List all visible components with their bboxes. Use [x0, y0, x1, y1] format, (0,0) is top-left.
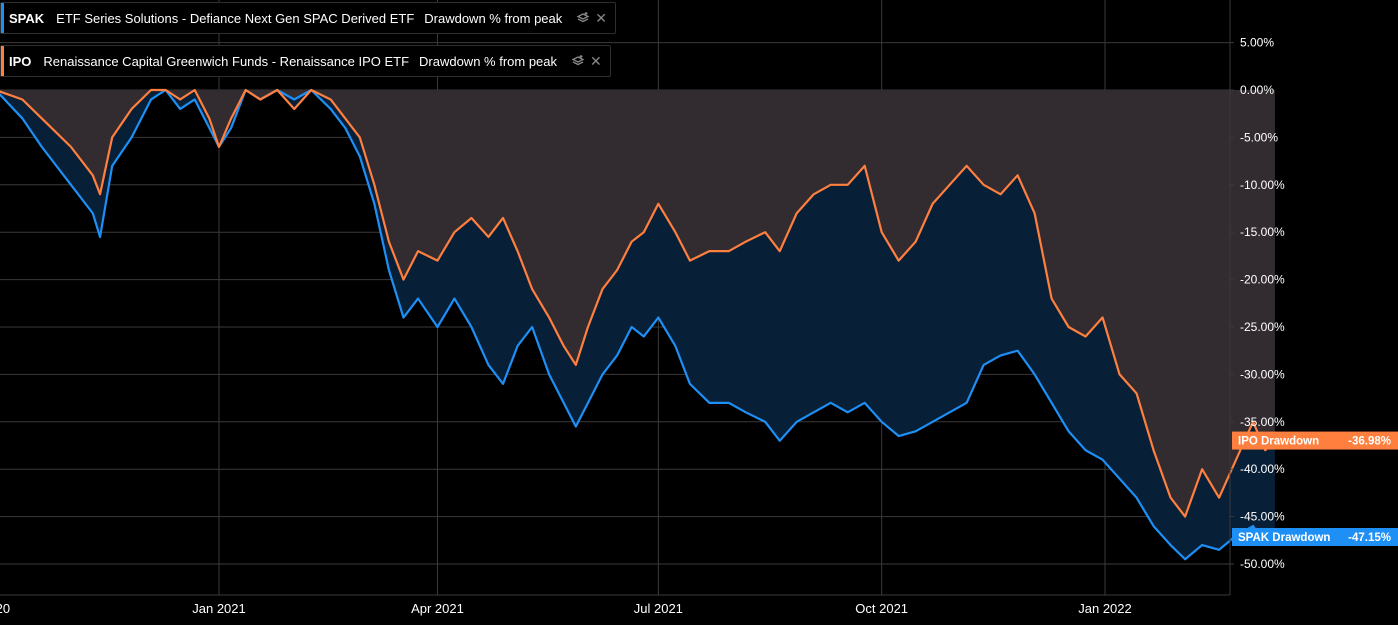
drawdown-bands	[0, 90, 1275, 560]
last-value-number: -36.98%	[1348, 436, 1391, 448]
y-tick-label: -50.00%	[1240, 557, 1285, 571]
series-color-bar	[1, 46, 4, 76]
close-icon[interactable]: ✕	[590, 53, 602, 69]
band-between-series	[0, 90, 1275, 560]
x-tick-label: Jul 2021	[634, 601, 683, 616]
y-tick-label: -45.00%	[1240, 510, 1285, 524]
legend-indicator: Drawdown % from peak	[419, 53, 558, 69]
last-value-number: -47.15%	[1348, 532, 1391, 544]
legend-indicator: Drawdown % from peak	[424, 10, 563, 26]
series-color-bar	[1, 3, 4, 33]
legend-symbol: IPO	[9, 53, 32, 69]
x-axis-ticks: 2020 Jan 2021 Apr 2021 Jul 2021 Oct 2021 Jan …	[0, 601, 1132, 616]
layers-icon[interactable]	[576, 11, 590, 25]
x-tick-label: Jan 2022	[1078, 601, 1132, 616]
y-tick-label: -5.00%	[1240, 130, 1278, 144]
y-tick-label: -25.00%	[1240, 320, 1285, 334]
close-icon[interactable]: ✕	[595, 10, 607, 26]
last-value-box-spak	[1232, 527, 1398, 546]
y-tick-label: -20.00%	[1240, 273, 1285, 287]
legend-spak[interactable]: SPAK ETF Series Solutions - Defiance Nex…	[0, 2, 616, 34]
y-tick-label: -40.00%	[1240, 462, 1285, 476]
last-value-series-label: IPO Drawdown	[1238, 436, 1319, 448]
last-value-box-ipo	[1232, 431, 1398, 450]
y-tick-label: -35.00%	[1240, 415, 1285, 429]
y-tick-label: 5.00%	[1240, 36, 1274, 50]
last-value-series-label: SPAK Drawdown	[1238, 532, 1330, 544]
legend-symbol: SPAK	[9, 10, 45, 26]
x-tick-label: Oct 2021	[855, 601, 908, 616]
series-lines	[0, 88, 1276, 561]
layers-icon[interactable]	[571, 54, 585, 68]
y-tick-label: -30.00%	[1240, 367, 1285, 381]
band-above-ipo	[0, 90, 1275, 517]
x-tick-label: Apr 2021	[411, 601, 464, 616]
x-tick-label: 2020	[0, 601, 10, 616]
y-tick-label: -10.00%	[1240, 178, 1285, 192]
legend-ipo[interactable]: IPO Renaissance Capital Greenwich Funds …	[0, 45, 611, 77]
series-line-ipo	[0, 88, 1276, 518]
last-value-labels: SPAK Drawdown -47.15% IPO Drawdown -36.98%	[1232, 431, 1398, 546]
y-tick-label: 0.00%	[1240, 83, 1274, 97]
x-tick-label: Jan 2021	[192, 601, 246, 616]
y-axis-ticks: 5.00% 0.00% -5.00% -10.00% -15.00% -20.00% -25…	[1230, 36, 1285, 571]
legend-name: Renaissance Capital Greenwich Funds - Re…	[43, 53, 410, 69]
legend-name: ETF Series Solutions - Defiance Next Gen…	[56, 10, 415, 26]
y-tick-label: -15.00%	[1240, 225, 1285, 239]
